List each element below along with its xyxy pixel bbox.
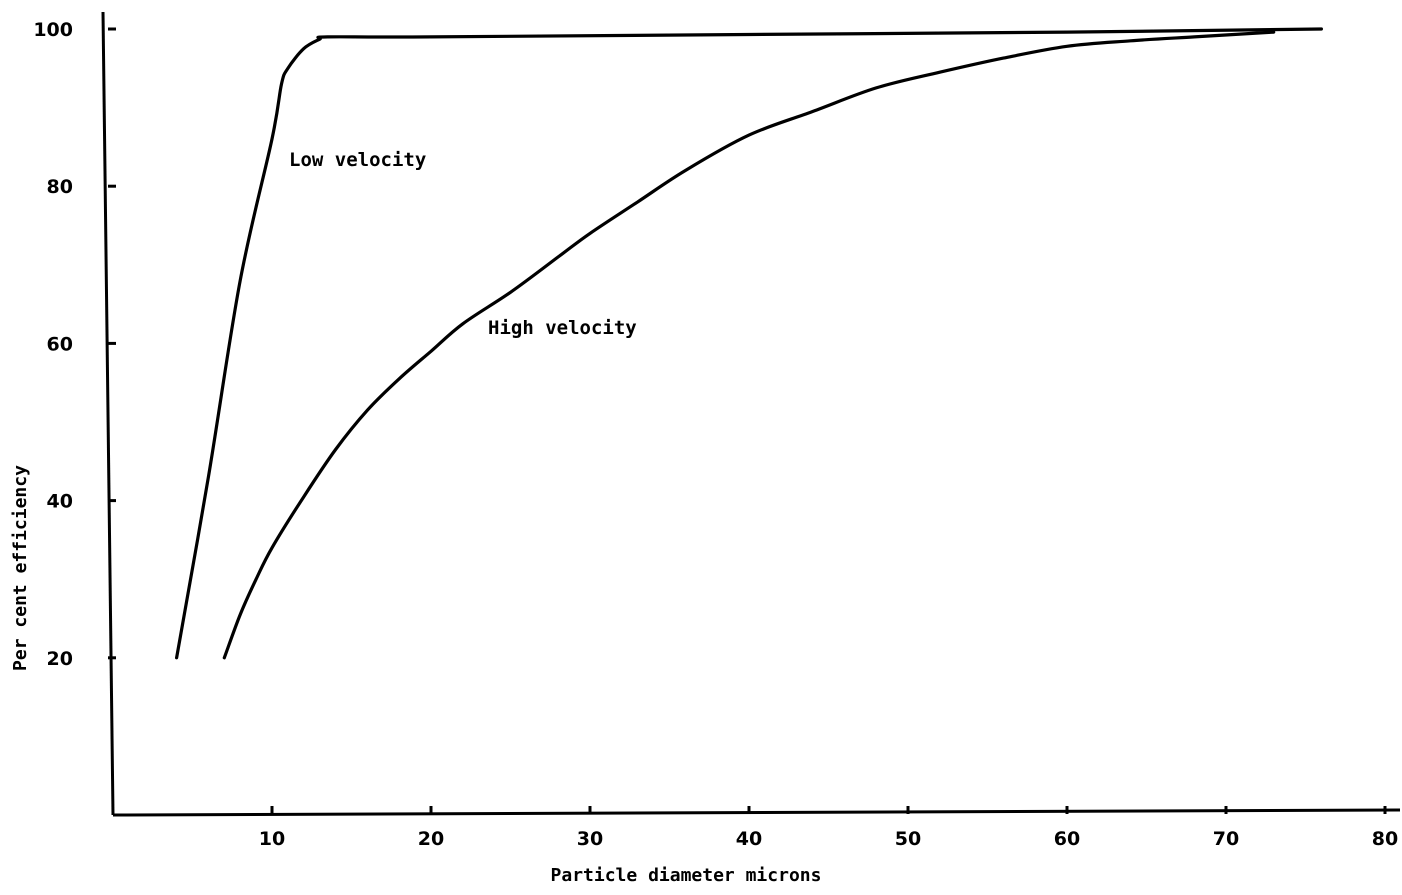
x-tick-label-60: 60 — [1054, 828, 1080, 850]
x-tick-label-10: 10 — [259, 828, 285, 850]
labels: Particle diameter microns Per cent effic… — [10, 149, 821, 886]
x-tick-label-80: 80 — [1372, 828, 1398, 850]
y-axis-line — [101, 11, 115, 816]
x-tick-label-40: 40 — [736, 828, 762, 850]
series-line-low-velocity — [175, 27, 1323, 660]
x-tick-label-50: 50 — [895, 828, 921, 850]
series-line-high-velocity — [222, 30, 1276, 660]
x-axis-line — [112, 808, 1401, 817]
y-tick-label-60: 60 — [47, 333, 73, 355]
ticks: 10 20 30 40 50 60 70 80 20 40 60 80 100 — [33, 19, 1398, 850]
x-tick-label-70: 70 — [1213, 828, 1239, 850]
x-axis-title: Particle diameter microns — [551, 865, 822, 886]
x-tick-label-30: 30 — [577, 828, 603, 850]
x-tick-label-20: 20 — [418, 828, 444, 850]
series-label-high-velocity: High velocity — [488, 317, 637, 339]
y-tick-label-80: 80 — [47, 176, 73, 198]
y-tick-label-20: 20 — [47, 648, 73, 670]
series — [175, 27, 1323, 660]
axes — [101, 11, 1401, 817]
series-label-low-velocity: Low velocity — [289, 149, 426, 171]
y-tick-label-40: 40 — [47, 491, 73, 513]
y-axis-title: Per cent efficiency — [10, 465, 31, 671]
y-tick-label-100: 100 — [33, 19, 73, 41]
